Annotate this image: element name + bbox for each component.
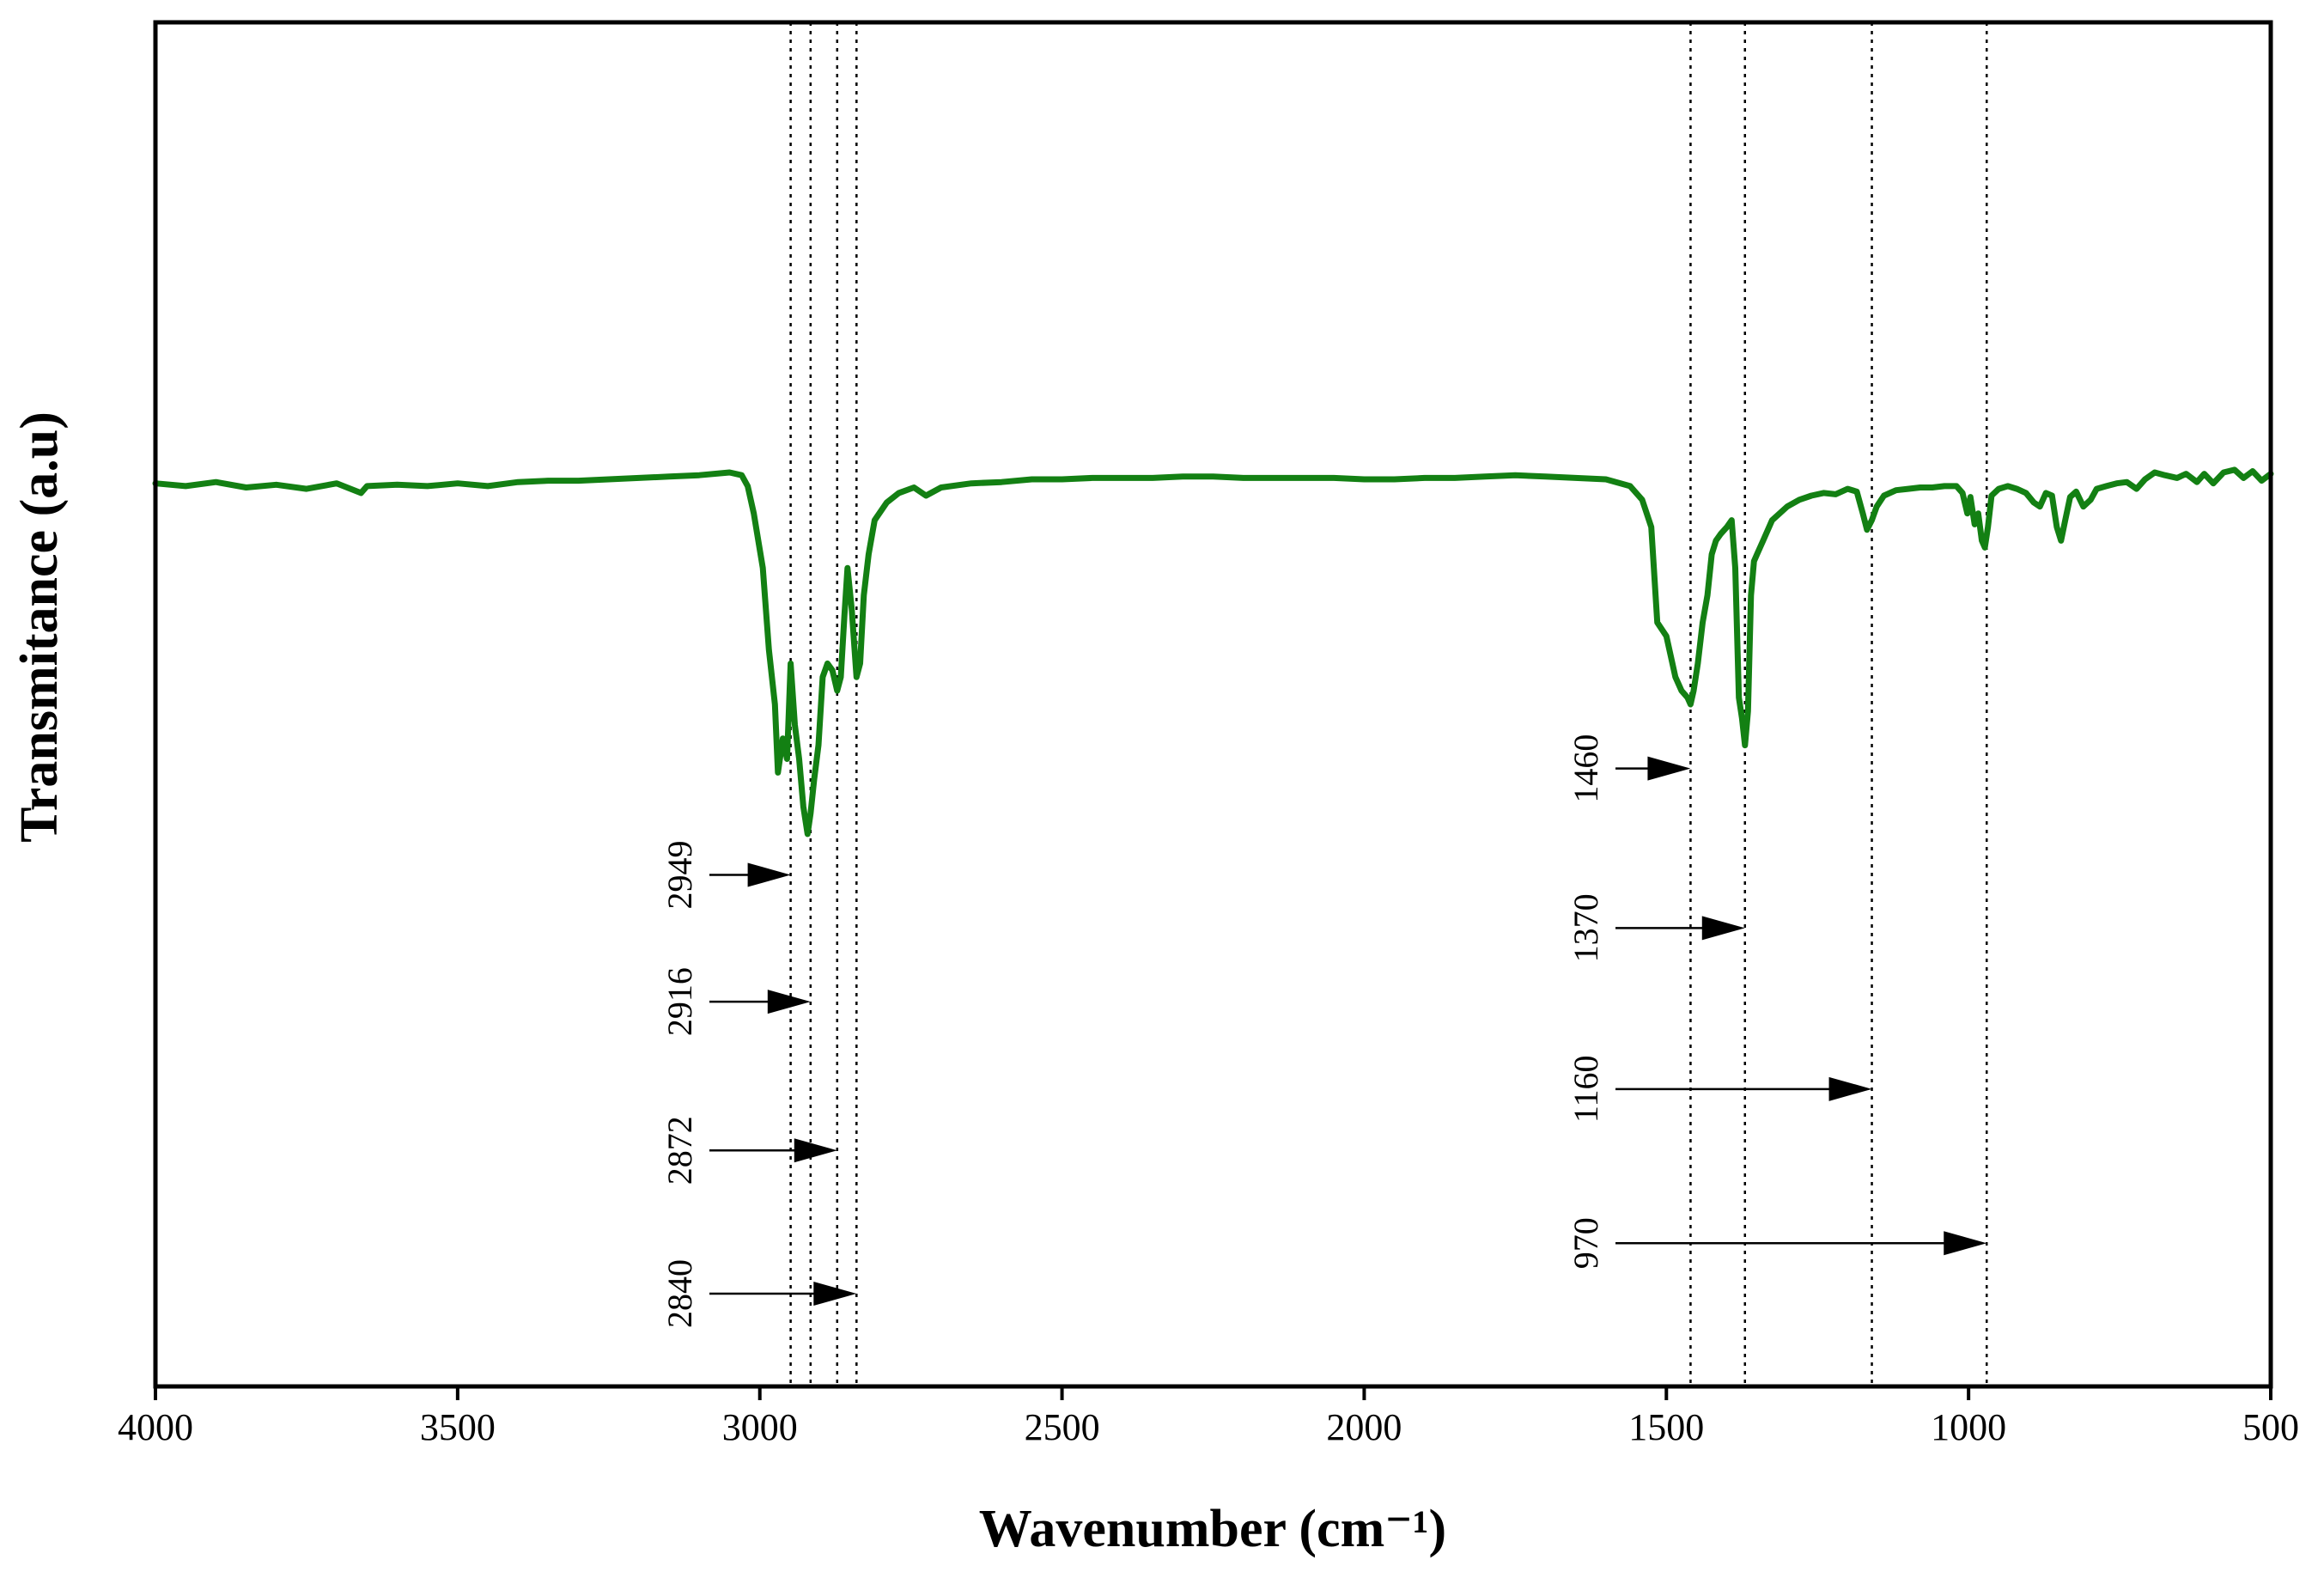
peak-label-2840: 2840: [660, 1259, 699, 1328]
peak-arrowhead-1160: [1828, 1076, 1872, 1101]
peak-label-1160: 1160: [1567, 1056, 1605, 1124]
peak-arrowhead-970: [1944, 1231, 1987, 1256]
peak-guide-lines: [789, 22, 1988, 1386]
peak-label-1370: 1370: [1567, 893, 1605, 962]
peak-label-2949: 2949: [660, 841, 699, 910]
plot-frame: [153, 20, 2273, 1389]
x-tick-label-1000: 1000: [1931, 1406, 2006, 1448]
peak-arrowhead-1460: [1647, 756, 1691, 781]
peak-label-2916: 2916: [660, 967, 699, 1036]
x-tick-label-1500: 1500: [1628, 1406, 1704, 1448]
x-axis-ticks: 4000 3500 3000 2500 2000 1500 1000 500: [118, 1386, 2299, 1448]
x-tick-label-2000: 2000: [1326, 1406, 1402, 1448]
x-tick-label-500: 500: [2242, 1406, 2299, 1448]
peak-label-970: 970: [1567, 1217, 1605, 1269]
peak-arrowhead-1370: [1701, 916, 1745, 941]
spectrum-line: [152, 466, 2274, 838]
peak-arrows: 2949 2916 2872 2840 1460 1370 1160 970: [660, 734, 1987, 1328]
y-axis-title: Transmitance (a.u): [10, 411, 69, 843]
x-axis-title: Wavenumber (cm⁻¹): [979, 1500, 1446, 1558]
x-tick-label-3500: 3500: [420, 1406, 496, 1448]
x-tick-label-4000: 4000: [118, 1406, 193, 1448]
peak-arrowhead-2949: [747, 862, 791, 887]
x-tick-label-2500: 2500: [1025, 1406, 1100, 1448]
x-tick-label-3000: 3000: [722, 1406, 798, 1448]
peak-arrowhead-2840: [813, 1282, 857, 1307]
peak-arrowhead-2872: [794, 1138, 837, 1163]
peak-label-1460: 1460: [1567, 734, 1605, 803]
peak-label-2872: 2872: [660, 1116, 699, 1185]
peak-arrowhead-2916: [767, 990, 811, 1014]
